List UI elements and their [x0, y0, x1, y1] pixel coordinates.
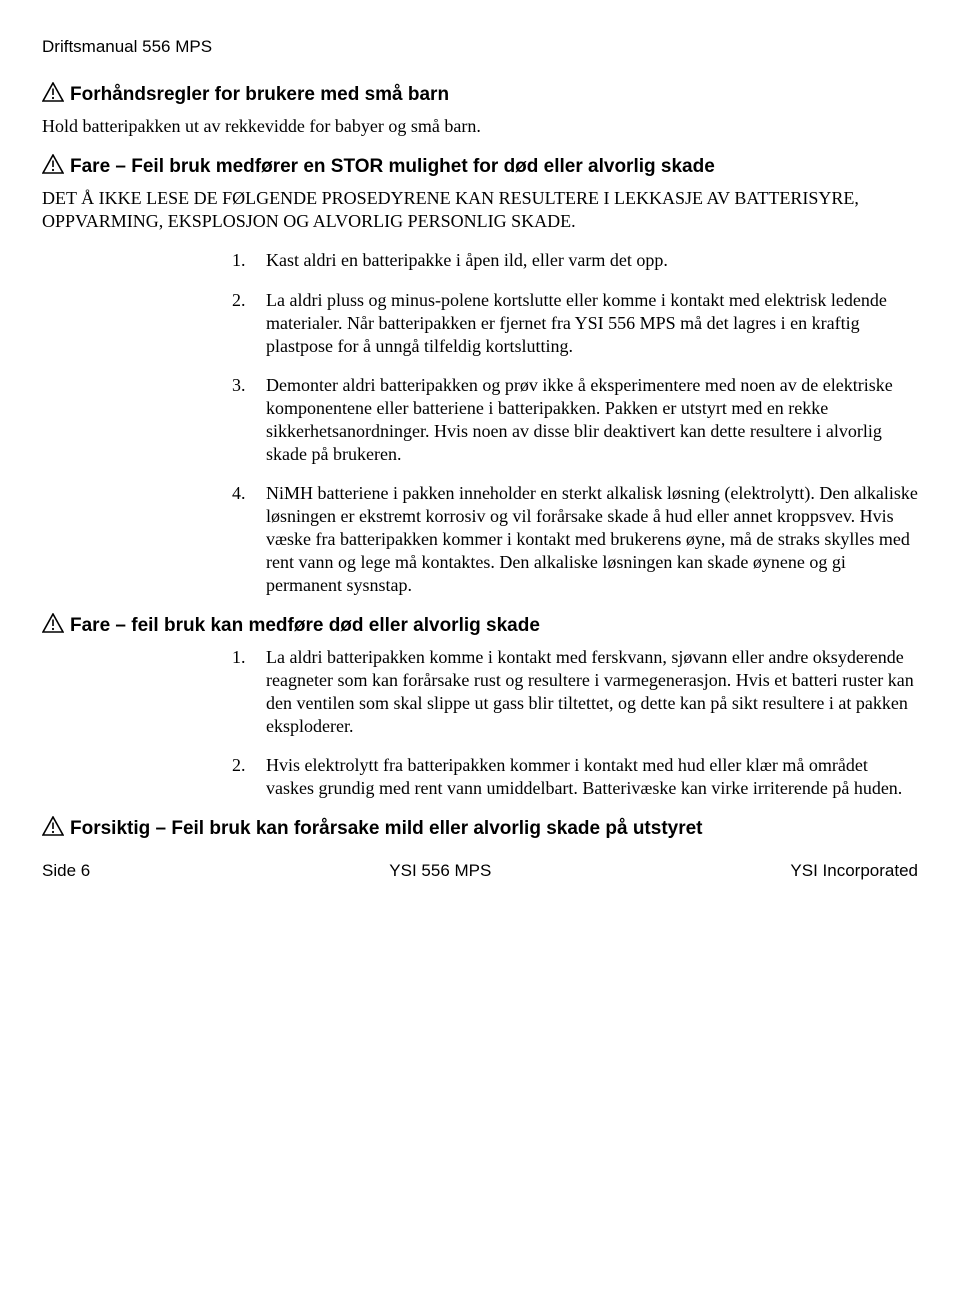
- section1-body: Hold batteripakken ut av rekkevidde for …: [42, 115, 918, 138]
- list-item: 2.Hvis elektrolytt fra batteripakken kom…: [232, 754, 918, 800]
- warning-icon: [42, 613, 64, 640]
- warning-icon: [42, 82, 64, 109]
- list-item: 1.La aldri batteripakken komme i kontakt…: [232, 646, 918, 738]
- list-item: 1.Kast aldri en batteripakke i åpen ild,…: [232, 249, 918, 272]
- footer-center: YSI 556 MPS: [389, 860, 491, 882]
- section2-heading-text: Fare – Feil bruk medfører en STOR muligh…: [70, 156, 715, 177]
- list-item-text: La aldri pluss og minus-polene kortslutt…: [266, 290, 887, 356]
- section1-heading: Forhåndsregler for brukere med små barn: [42, 82, 918, 109]
- footer-right: YSI Incorporated: [790, 860, 918, 882]
- warning-icon: [42, 816, 64, 843]
- list-item: 3.Demonter aldri batteripakken og prøv i…: [232, 374, 918, 466]
- section3-heading-text: Fare – feil bruk kan medføre død eller a…: [70, 615, 540, 636]
- section4-heading: Forsiktig – Feil bruk kan forårsake mild…: [42, 816, 918, 843]
- warning-icon: [42, 154, 64, 181]
- page-footer: Side 6 YSI 556 MPS YSI Incorporated: [42, 860, 918, 882]
- footer-left: Side 6: [42, 860, 90, 882]
- list-item-text: NiMH batteriene i pakken inneholder en s…: [266, 483, 918, 595]
- section3-heading: Fare – feil bruk kan medføre død eller a…: [42, 613, 918, 640]
- section1-heading-text: Forhåndsregler for brukere med små barn: [70, 84, 449, 105]
- section2-body: DET Å IKKE LESE DE FØLGENDE PROSEDYRENE …: [42, 187, 918, 233]
- list-item: 2.La aldri pluss og minus-polene kortslu…: [232, 289, 918, 358]
- section4-heading-text: Forsiktig – Feil bruk kan forårsake mild…: [70, 818, 703, 839]
- list-item-text: Hvis elektrolytt fra batteripakken komme…: [266, 755, 902, 798]
- list-item: 4.NiMH batteriene i pakken inneholder en…: [232, 482, 918, 597]
- list-item-text: Kast aldri en batteripakke i åpen ild, e…: [266, 250, 668, 270]
- section2-list: 1.Kast aldri en batteripakke i åpen ild,…: [232, 249, 918, 596]
- section2-heading: Fare – Feil bruk medfører en STOR muligh…: [42, 154, 918, 181]
- list-item-text: La aldri batteripakken komme i kontakt m…: [266, 647, 914, 736]
- list-item-text: Demonter aldri batteripakken og prøv ikk…: [266, 375, 893, 464]
- page-header: Driftsmanual 556 MPS: [42, 36, 918, 58]
- section3-list: 1.La aldri batteripakken komme i kontakt…: [232, 646, 918, 800]
